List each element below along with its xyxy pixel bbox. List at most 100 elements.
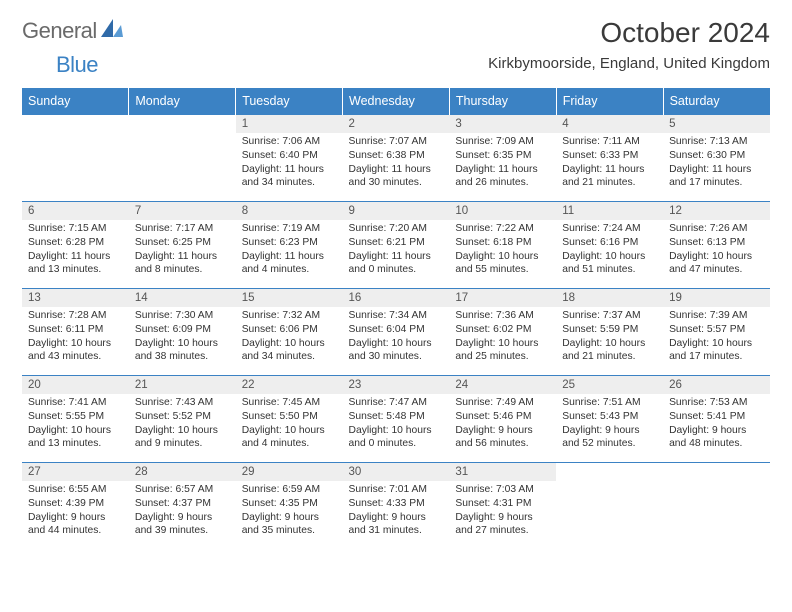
calendar-cell: 14Sunrise: 7:30 AMSunset: 6:09 PMDayligh… [129, 288, 236, 375]
day-details: Sunrise: 7:32 AMSunset: 6:06 PMDaylight:… [236, 307, 343, 369]
day-number: 8 [236, 202, 343, 220]
daylight-text: Daylight: 10 hours and 9 minutes. [135, 424, 230, 452]
sunrise-text: Sunrise: 7:17 AM [135, 222, 230, 236]
sunset-text: Sunset: 6:23 PM [242, 236, 337, 250]
sunrise-text: Sunrise: 6:59 AM [242, 483, 337, 497]
daylight-text: Daylight: 10 hours and 47 minutes. [669, 250, 764, 278]
calendar-cell: 26Sunrise: 7:53 AMSunset: 5:41 PMDayligh… [663, 375, 770, 462]
sunrise-text: Sunrise: 7:32 AM [242, 309, 337, 323]
calendar-cell: 29Sunrise: 6:59 AMSunset: 4:35 PMDayligh… [236, 462, 343, 549]
calendar-week-row: 20Sunrise: 7:41 AMSunset: 5:55 PMDayligh… [22, 375, 770, 462]
day-number: 20 [22, 376, 129, 394]
daylight-text: Daylight: 11 hours and 26 minutes. [455, 163, 550, 191]
sunrise-text: Sunrise: 7:37 AM [562, 309, 657, 323]
day-number: 16 [343, 289, 450, 307]
calendar-week-row: 27Sunrise: 6:55 AMSunset: 4:39 PMDayligh… [22, 462, 770, 549]
day-details: Sunrise: 7:45 AMSunset: 5:50 PMDaylight:… [236, 394, 343, 456]
daylight-text: Daylight: 9 hours and 35 minutes. [242, 511, 337, 539]
sunset-text: Sunset: 6:18 PM [455, 236, 550, 250]
calendar-week-row: 1Sunrise: 7:06 AMSunset: 6:40 PMDaylight… [22, 114, 770, 201]
day-number: 7 [129, 202, 236, 220]
day-details: Sunrise: 7:26 AMSunset: 6:13 PMDaylight:… [663, 220, 770, 282]
calendar-cell: 1Sunrise: 7:06 AMSunset: 6:40 PMDaylight… [236, 114, 343, 201]
day-details: Sunrise: 7:28 AMSunset: 6:11 PMDaylight:… [22, 307, 129, 369]
calendar-body: 1Sunrise: 7:06 AMSunset: 6:40 PMDaylight… [22, 114, 770, 549]
sunset-text: Sunset: 6:28 PM [28, 236, 123, 250]
calendar-cell: 3Sunrise: 7:09 AMSunset: 6:35 PMDaylight… [449, 114, 556, 201]
day-number: 27 [22, 463, 129, 481]
brand-triangle-icon [101, 19, 123, 42]
calendar-header-row: SundayMondayTuesdayWednesdayThursdayFrid… [22, 88, 770, 115]
weekday-header: Monday [129, 88, 236, 115]
calendar-cell: 20 Sunrise: 7:41 AMSunset: 5:55 PMDayligh… [22, 375, 129, 462]
day-details: Sunrise: 7:36 AMSunset: 6:02 PMDaylight:… [449, 307, 556, 369]
daylight-text: Daylight: 11 hours and 4 minutes. [242, 250, 337, 278]
brand-logo: General [22, 18, 125, 44]
calendar-cell: 28Sunrise: 6:57 AMSunset: 4:37 PMDayligh… [129, 462, 236, 549]
sunrise-text: Sunrise: 7:24 AM [562, 222, 657, 236]
sunrise-text: Sunrise: 7:15 AM [28, 222, 123, 236]
day-number: 22 [236, 376, 343, 394]
day-details: Sunrise: 7:53 AMSunset: 5:41 PMDaylight:… [663, 394, 770, 456]
daylight-text: Daylight: 9 hours and 31 minutes. [349, 511, 444, 539]
day-details: Sunrise: 7:24 AMSunset: 6:16 PMDaylight:… [556, 220, 663, 282]
day-number: 2 [343, 115, 450, 133]
day-details: Sunrise: 7:06 AMSunset: 6:40 PMDaylight:… [236, 133, 343, 195]
calendar-cell: 18Sunrise: 7:37 AMSunset: 5:59 PMDayligh… [556, 288, 663, 375]
sunset-text: Sunset: 5:41 PM [669, 410, 764, 424]
daylight-text: Daylight: 10 hours and 34 minutes. [242, 337, 337, 365]
day-details: Sunrise: 7:47 AMSunset: 5:48 PMDaylight:… [343, 394, 450, 456]
day-details: Sunrise: 7:13 AMSunset: 6:30 PMDaylight:… [663, 133, 770, 195]
sunset-text: Sunset: 6:33 PM [562, 149, 657, 163]
daylight-text: Daylight: 9 hours and 48 minutes. [669, 424, 764, 452]
day-number: 26 [663, 376, 770, 394]
weekday-header: Sunday [22, 88, 129, 115]
calendar-cell: 17Sunrise: 7:36 AMSunset: 6:02 PMDayligh… [449, 288, 556, 375]
sunrise-text: Sunrise: 6:55 AM [28, 483, 123, 497]
calendar-cell: 10Sunrise: 7:22 AMSunset: 6:18 PMDayligh… [449, 201, 556, 288]
day-number: 21 [129, 376, 236, 394]
sunset-text: Sunset: 6:11 PM [28, 323, 123, 337]
calendar-cell [663, 462, 770, 549]
day-details: Sunrise: 7:15 AMSunset: 6:28 PMDaylight:… [22, 220, 129, 282]
day-details: Sunrise: 7:19 AMSunset: 6:23 PMDaylight:… [236, 220, 343, 282]
sunset-text: Sunset: 5:55 PM [28, 410, 123, 424]
calendar-week-row: 6Sunrise: 7:15 AMSunset: 6:28 PMDaylight… [22, 201, 770, 288]
daylight-text: Daylight: 10 hours and 55 minutes. [455, 250, 550, 278]
sunrise-text: Sunrise: 7:53 AM [669, 396, 764, 410]
calendar-cell: 23Sunrise: 7:47 AMSunset: 5:48 PMDayligh… [343, 375, 450, 462]
sunrise-text: Sunrise: 7:41 AM [28, 396, 123, 410]
day-details: Sunrise: 7:43 AMSunset: 5:52 PMDaylight:… [129, 394, 236, 456]
daylight-text: Daylight: 10 hours and 38 minutes. [135, 337, 230, 365]
day-number: 9 [343, 202, 450, 220]
calendar-page: General October 2024 Kirkbymoorside, Eng… [0, 0, 792, 612]
sunset-text: Sunset: 5:43 PM [562, 410, 657, 424]
daylight-text: Daylight: 11 hours and 13 minutes. [28, 250, 123, 278]
day-details: Sunrise: 7:37 AMSunset: 5:59 PMDaylight:… [556, 307, 663, 369]
day-details: Sunrise: 7:03 AMSunset: 4:31 PMDaylight:… [449, 481, 556, 543]
sunset-text: Sunset: 5:59 PM [562, 323, 657, 337]
calendar-cell: 19Sunrise: 7:39 AMSunset: 5:57 PMDayligh… [663, 288, 770, 375]
calendar-cell: 13Sunrise: 7:28 AMSunset: 6:11 PMDayligh… [22, 288, 129, 375]
day-number: 17 [449, 289, 556, 307]
title-block: October 2024 Kirkbymoorside, England, Un… [488, 18, 770, 72]
daylight-text: Daylight: 10 hours and 51 minutes. [562, 250, 657, 278]
daylight-text: Daylight: 9 hours and 39 minutes. [135, 511, 230, 539]
sunset-text: Sunset: 6:02 PM [455, 323, 550, 337]
day-number: 30 [343, 463, 450, 481]
daylight-text: Daylight: 11 hours and 34 minutes. [242, 163, 337, 191]
calendar-cell: 6Sunrise: 7:15 AMSunset: 6:28 PMDaylight… [22, 201, 129, 288]
sunset-text: Sunset: 6:38 PM [349, 149, 444, 163]
sunrise-text: Sunrise: 7:03 AM [455, 483, 550, 497]
daylight-text: Daylight: 10 hours and 25 minutes. [455, 337, 550, 365]
daylight-text: Daylight: 11 hours and 17 minutes. [669, 163, 764, 191]
day-number: 24 [449, 376, 556, 394]
sunset-text: Sunset: 5:48 PM [349, 410, 444, 424]
day-details: Sunrise: 7:20 AMSunset: 6:21 PMDaylight:… [343, 220, 450, 282]
day-details: Sunrise: 7:51 AMSunset: 5:43 PMDaylight:… [556, 394, 663, 456]
day-number: 10 [449, 202, 556, 220]
calendar-cell [129, 114, 236, 201]
daylight-text: Daylight: 10 hours and 13 minutes. [28, 424, 123, 452]
sunset-text: Sunset: 6:35 PM [455, 149, 550, 163]
calendar-cell [22, 114, 129, 201]
